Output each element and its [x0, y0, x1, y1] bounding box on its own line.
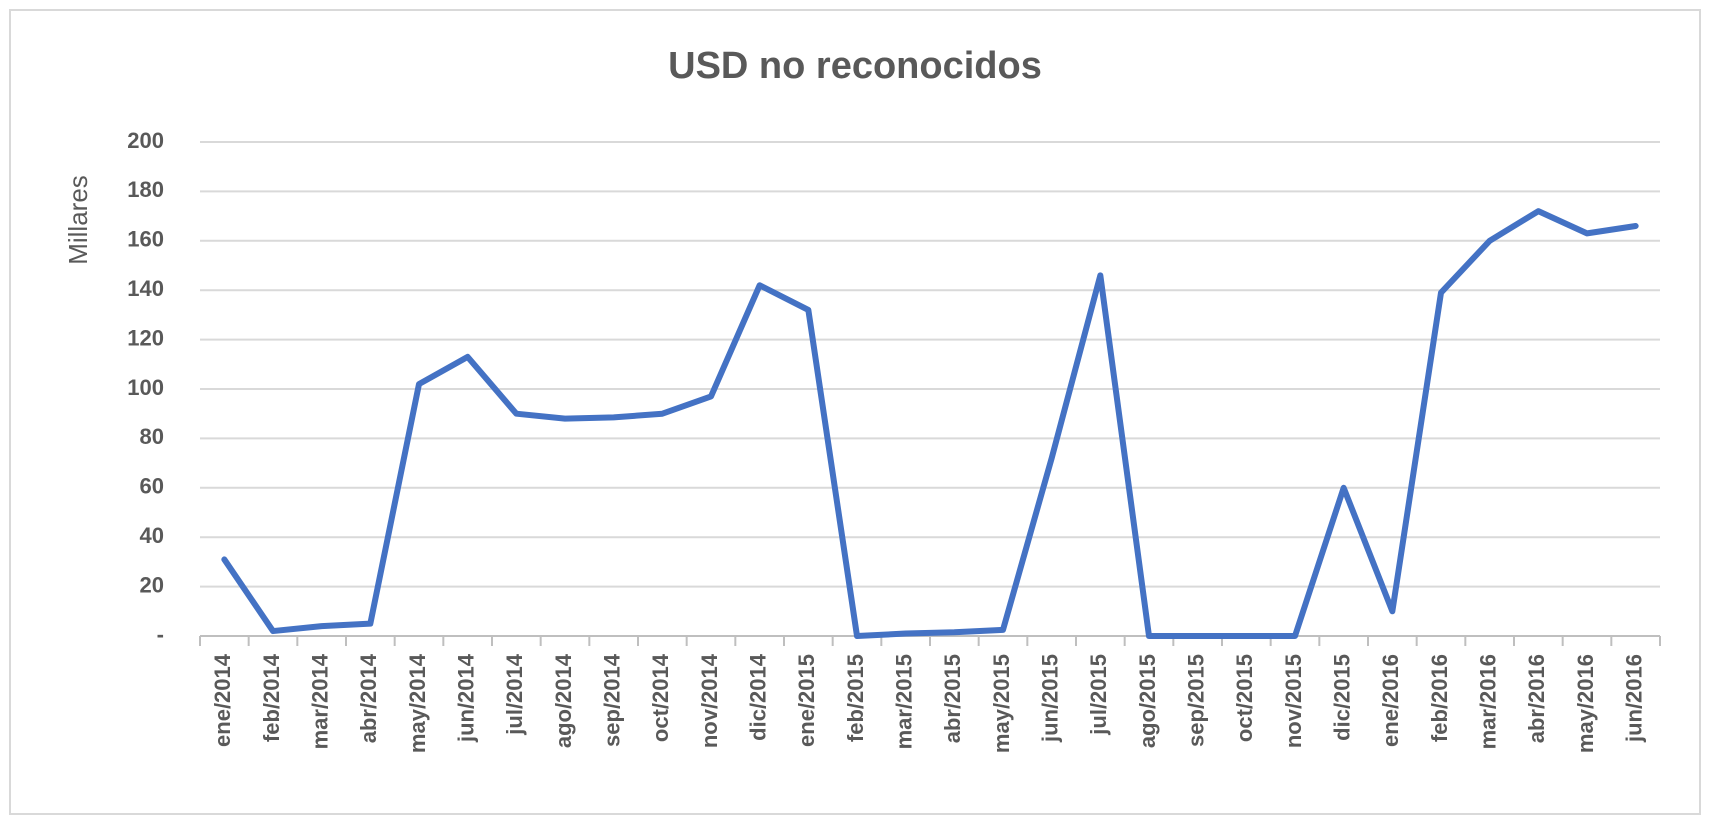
x-tick-label: jun/2016: [1621, 654, 1646, 743]
x-tick-label: nov/2014: [697, 653, 722, 748]
chart-title: USD no reconocidos: [668, 45, 1042, 87]
y-tick-label: 120: [127, 325, 164, 350]
y-tick-label: 180: [127, 177, 164, 202]
x-tick-label: dic/2015: [1329, 654, 1354, 741]
x-tick-label: feb/2016: [1427, 654, 1452, 742]
x-tick-label: abr/2016: [1524, 654, 1549, 743]
y-tick-label: 40: [140, 523, 164, 548]
x-tick-label: may/2015: [989, 654, 1014, 753]
x-tick-label: may/2014: [405, 653, 430, 753]
y-axis-label: Millares: [63, 175, 93, 265]
y-tick-label: 100: [127, 375, 164, 400]
x-tick-label: abr/2014: [356, 653, 381, 743]
x-tick-label: mar/2014: [307, 653, 332, 749]
x-tick-label: dic/2014: [745, 653, 770, 741]
y-tick-label: 20: [140, 572, 164, 597]
y-tick-label: 80: [140, 424, 164, 449]
x-tick-label: feb/2014: [259, 653, 284, 742]
x-tick-label: sep/2014: [599, 653, 624, 747]
x-tick-label: abr/2015: [940, 654, 965, 743]
x-tick-label: ene/2016: [1378, 654, 1403, 747]
y-tick-label: 60: [140, 474, 164, 499]
x-tick-label: may/2016: [1573, 654, 1598, 753]
x-tick-label: jun/2015: [1037, 654, 1062, 743]
x-tick-label: jun/2014: [453, 653, 478, 743]
y-tick-label: 140: [127, 276, 164, 301]
x-tick-label: jul/2015: [1086, 654, 1111, 736]
y-tick-label: -: [157, 622, 164, 647]
x-tick-label: feb/2015: [843, 654, 868, 742]
y-tick-label: 200: [127, 128, 164, 153]
x-tick-label: ene/2014: [210, 653, 235, 747]
x-tick-label: sep/2015: [1183, 654, 1208, 747]
line-series: [221, 208, 1639, 639]
chart-frame: [9, 9, 1701, 815]
x-tick-label: oct/2014: [648, 653, 673, 742]
x-tick-label: ago/2015: [1135, 654, 1160, 748]
y-tick-label: 160: [127, 227, 164, 252]
x-tick-label: ago/2014: [551, 653, 576, 748]
x-tick-label: oct/2015: [1232, 654, 1257, 742]
x-tick-label: jul/2014: [502, 653, 527, 735]
x-tick-label: mar/2016: [1475, 654, 1500, 749]
x-tick-label: nov/2015: [1281, 654, 1306, 748]
x-tick-label: ene/2015: [794, 654, 819, 747]
x-tick-label: mar/2015: [891, 654, 916, 749]
